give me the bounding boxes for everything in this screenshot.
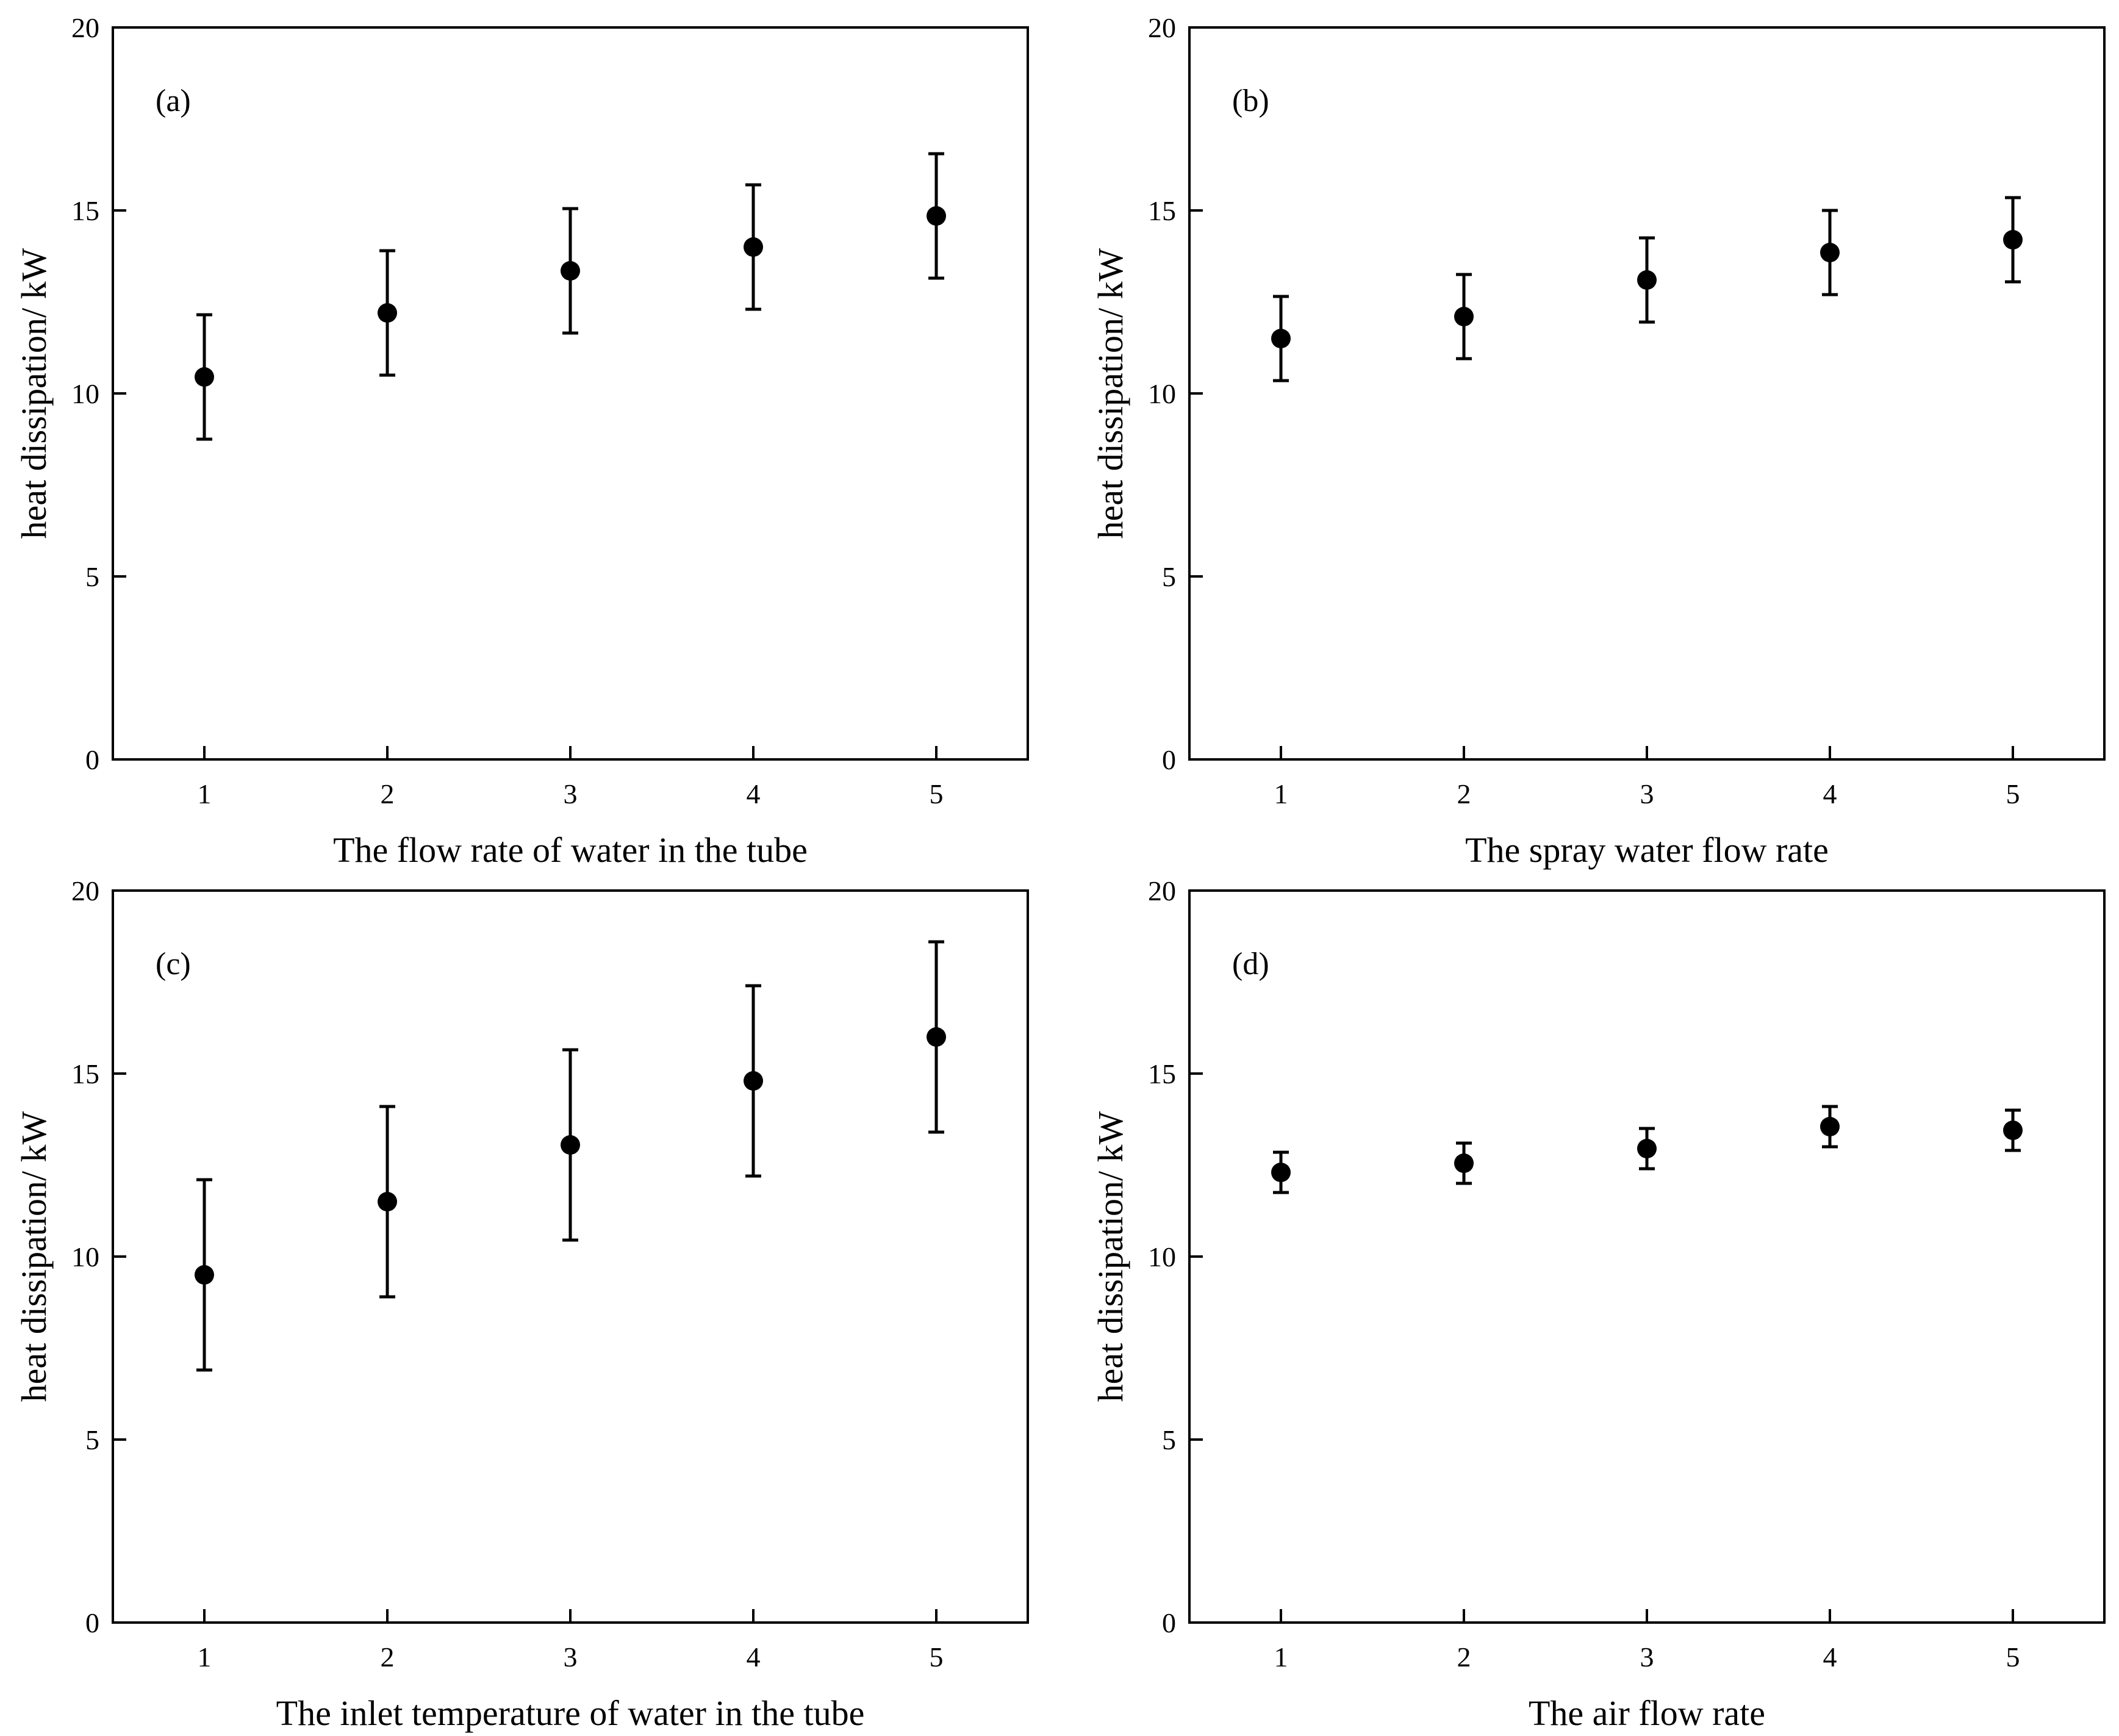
x-axis-title-d: The air flow rate xyxy=(1529,1693,1765,1733)
data-point-c-4 xyxy=(744,1071,763,1091)
data-point-b-3 xyxy=(1637,270,1657,290)
y-tick-label-d: 0 xyxy=(1162,1607,1176,1638)
x-tick-label-b: 1 xyxy=(1274,778,1288,809)
data-point-c-3 xyxy=(561,1135,580,1155)
plot-frame-a xyxy=(112,26,1029,761)
data-point-d-2 xyxy=(1454,1153,1474,1173)
x-tick-label-a: 4 xyxy=(747,778,761,809)
data-point-a-5 xyxy=(927,206,946,226)
x-tick-label-a: 3 xyxy=(564,778,578,809)
x-tick-label-b: 5 xyxy=(2006,778,2020,809)
y-tick-label-b: 0 xyxy=(1162,744,1176,775)
x-tick-label-a: 2 xyxy=(381,778,395,809)
y-tick-label-d: 15 xyxy=(1148,1058,1176,1089)
panel-label-b: (b) xyxy=(1232,84,1269,118)
y-axis-title-a: heat dissipation/ kW xyxy=(14,248,54,539)
y-tick-label-c: 0 xyxy=(85,1607,99,1638)
x-tick-label-b: 4 xyxy=(1823,778,1837,809)
x-tick-label-d: 4 xyxy=(1823,1641,1837,1673)
x-tick-label-a: 5 xyxy=(930,778,944,809)
y-axis-title-d: heat dissipation/ kW xyxy=(1091,1111,1130,1402)
x-tick-label-d: 5 xyxy=(2006,1641,2020,1673)
data-point-b-1 xyxy=(1271,329,1291,348)
panel-label-a: (a) xyxy=(156,84,191,118)
x-tick-label-b: 2 xyxy=(1457,778,1471,809)
y-tick-label-b: 15 xyxy=(1148,195,1176,226)
y-tick-label-d: 10 xyxy=(1148,1241,1176,1272)
data-point-a-4 xyxy=(744,237,763,257)
plot-frame-c xyxy=(112,889,1029,1624)
y-tick-label-c: 20 xyxy=(71,875,99,906)
y-tick-label-d: 20 xyxy=(1148,875,1176,906)
x-tick-label-c: 3 xyxy=(564,1641,578,1673)
x-tick-label-a: 1 xyxy=(198,778,212,809)
panel-label-d: (d) xyxy=(1232,947,1269,981)
x-tick-label-d: 1 xyxy=(1274,1641,1288,1673)
x-tick-label-c: 1 xyxy=(198,1641,212,1673)
chart-panel-c: 0 5 10 15 20 1 2 3 4 5 The inlet temperature of wa… xyxy=(14,875,1029,1733)
y-tick-label-a: 0 xyxy=(85,744,99,775)
x-tick-label-b: 3 xyxy=(1640,778,1654,809)
x-tick-label-c: 4 xyxy=(747,1641,761,1673)
data-point-c-1 xyxy=(195,1265,214,1285)
x-axis-title-a: The flow rate of water in the tube xyxy=(333,830,808,870)
chart-panel-a: 0 5 10 15 20 1 2 3 4 5 The flow rate of water in t… xyxy=(14,12,1029,870)
x-tick-label-c: 5 xyxy=(930,1641,944,1673)
y-tick-label-a: 20 xyxy=(71,12,99,43)
data-point-b-2 xyxy=(1454,307,1474,326)
data-point-d-5 xyxy=(2003,1121,2023,1140)
y-tick-label-d: 5 xyxy=(1162,1424,1176,1455)
y-tick-label-b: 20 xyxy=(1148,12,1176,43)
y-axis-title-b: heat dissipation/ kW xyxy=(1091,248,1130,539)
x-tick-label-d: 3 xyxy=(1640,1641,1654,1673)
data-point-b-4 xyxy=(1820,243,1840,262)
data-point-a-3 xyxy=(561,261,580,281)
panel-label-c: (c) xyxy=(156,947,191,981)
x-tick-label-c: 2 xyxy=(381,1641,395,1673)
y-tick-label-c: 15 xyxy=(71,1058,99,1089)
plot-frame-b xyxy=(1188,26,2106,761)
data-point-a-1 xyxy=(195,367,214,387)
y-tick-label-a: 5 xyxy=(85,561,99,592)
y-tick-label-a: 15 xyxy=(71,195,99,226)
y-tick-label-a: 10 xyxy=(71,378,99,409)
y-axis-title-c: heat dissipation/ kW xyxy=(14,1111,54,1402)
y-tick-label-b: 10 xyxy=(1148,378,1176,409)
data-point-d-3 xyxy=(1637,1139,1657,1158)
data-point-d-4 xyxy=(1820,1117,1840,1136)
data-point-b-5 xyxy=(2003,230,2023,249)
data-point-d-1 xyxy=(1271,1163,1291,1182)
chart-panel-d: 0 5 10 15 20 1 2 3 4 5 The air flow rate heat dissi… xyxy=(1091,875,2106,1733)
x-axis-title-c: The inlet temperature of water in the tu… xyxy=(276,1693,865,1733)
x-axis-title-b: The spray water flow rate xyxy=(1465,830,1829,870)
plot-frame-d xyxy=(1188,889,2106,1624)
data-point-a-2 xyxy=(378,303,397,323)
data-point-c-2 xyxy=(378,1192,397,1211)
chart-panel-b: 0 5 10 15 20 1 2 3 4 5 The spray water flow rate he… xyxy=(1091,12,2106,870)
x-tick-label-d: 2 xyxy=(1457,1641,1471,1673)
y-tick-label-c: 5 xyxy=(85,1424,99,1455)
data-point-c-5 xyxy=(927,1027,946,1047)
y-tick-label-b: 5 xyxy=(1162,561,1176,592)
y-tick-label-c: 10 xyxy=(71,1241,99,1272)
